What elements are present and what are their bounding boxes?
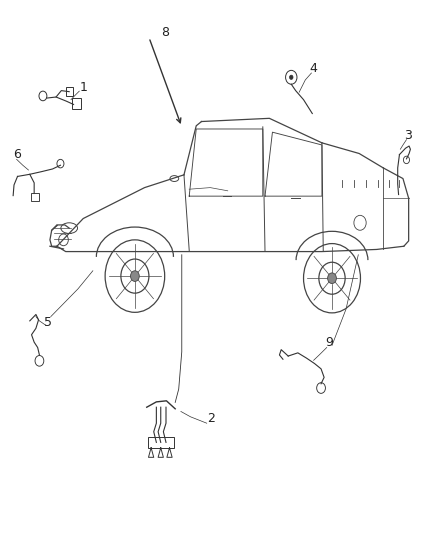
Text: 1: 1 [80, 80, 88, 94]
Text: 8: 8 [161, 26, 169, 39]
Text: 9: 9 [325, 336, 333, 350]
Text: 4: 4 [310, 62, 318, 75]
Ellipse shape [61, 223, 78, 233]
Circle shape [290, 75, 293, 79]
Ellipse shape [170, 176, 179, 181]
Text: 5: 5 [44, 316, 52, 329]
Bar [31, 193, 39, 201]
Text: 3: 3 [404, 128, 412, 142]
Bar [72, 98, 81, 109]
Circle shape [131, 271, 139, 281]
Bar [148, 437, 174, 448]
Circle shape [328, 273, 336, 284]
Bar [66, 87, 73, 96]
Text: 2: 2 [207, 412, 215, 425]
Text: 6: 6 [13, 148, 21, 161]
